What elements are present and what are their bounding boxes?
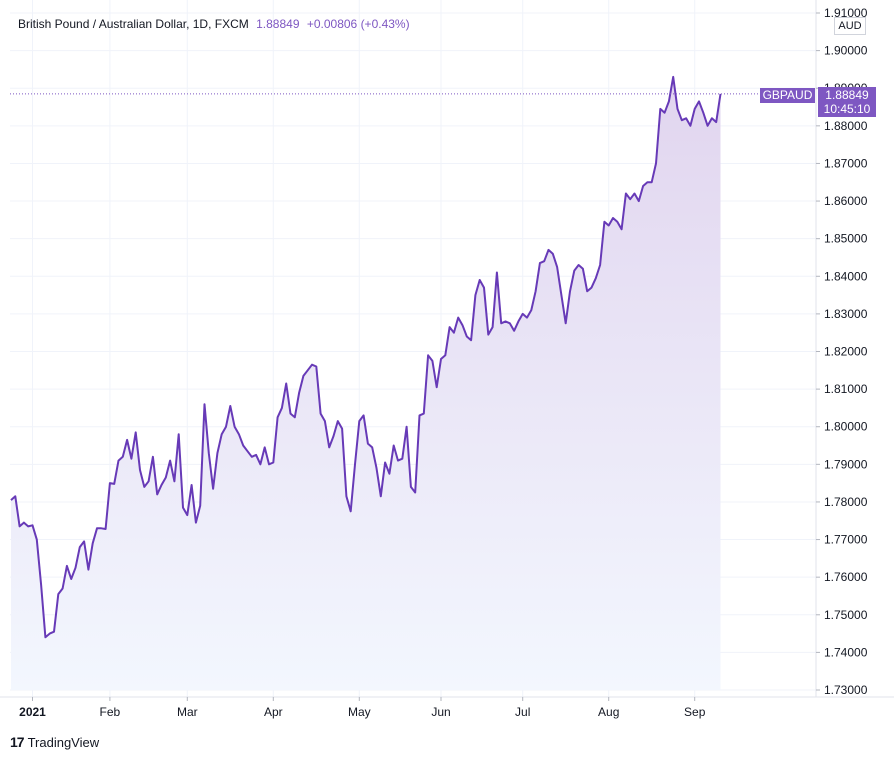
- y-tick-label: 1.91000: [824, 6, 868, 20]
- tradingview-logo-icon: 17: [10, 734, 25, 750]
- x-tick-label: Jun: [431, 705, 450, 719]
- x-tick-label: May: [348, 705, 371, 719]
- y-tick-label: 1.75000: [824, 608, 868, 622]
- y-tick-label: 1.90000: [824, 44, 868, 58]
- y-tick-label: 1.84000: [824, 269, 868, 283]
- y-tick-label: 1.74000: [824, 645, 868, 659]
- y-tick-label: 1.87000: [824, 156, 868, 170]
- symbol-tag: GBPAUD: [760, 88, 815, 103]
- x-tick-label: Sep: [684, 705, 706, 719]
- x-tick-label: Feb: [100, 705, 121, 719]
- x-tick-label: Mar: [177, 705, 198, 719]
- y-tick-label: 1.88000: [824, 119, 868, 133]
- price-change: +0.00806 (+0.43%): [306, 17, 410, 31]
- x-tick-label: Apr: [264, 705, 283, 719]
- y-tick-label: 1.82000: [824, 345, 868, 359]
- y-tick-label: 1.83000: [824, 307, 868, 321]
- last-price-value: 1.88849: [256, 17, 300, 31]
- price-area-fill: [11, 76, 721, 690]
- brand-name: TradingView: [27, 734, 100, 750]
- x-tick-label: Jul: [515, 705, 530, 719]
- y-tick-label: 1.77000: [824, 533, 868, 547]
- instrument-title: British Pound / Australian Dollar, 1D, F…: [18, 17, 249, 31]
- y-tick-label: 1.85000: [824, 232, 868, 246]
- chart-legend: British Pound / Australian Dollar, 1D, F…: [18, 17, 410, 31]
- tradingview-branding[interactable]: 17 TradingView: [10, 734, 99, 750]
- price-line: [10, 75, 722, 639]
- x-tick-label: 2021: [19, 705, 46, 719]
- last-price-tag: 1.88849 10:45:10: [818, 87, 876, 117]
- y-tick-label: 1.86000: [824, 194, 868, 208]
- y-tick-label: 1.81000: [824, 382, 868, 396]
- y-tick-label: 1.79000: [824, 457, 868, 471]
- currency-label[interactable]: AUD: [834, 17, 866, 35]
- bar-countdown: 10:45:10: [823, 102, 871, 116]
- y-tick-label: 1.78000: [824, 495, 868, 509]
- last-price-tag-value: 1.88849: [825, 88, 869, 102]
- time-axis[interactable]: 2021 Feb Mar Apr May Jun Jul Aug Sep: [19, 697, 706, 719]
- y-tick-label: 1.76000: [824, 570, 868, 584]
- price-axis[interactable]: 1.73000 1.74000 1.75000 1.76000 1.77000 1.780…: [816, 6, 868, 697]
- x-tick-label: Aug: [598, 705, 619, 719]
- y-tick-label: 1.80000: [824, 420, 868, 434]
- y-tick-label: 1.73000: [824, 683, 868, 697]
